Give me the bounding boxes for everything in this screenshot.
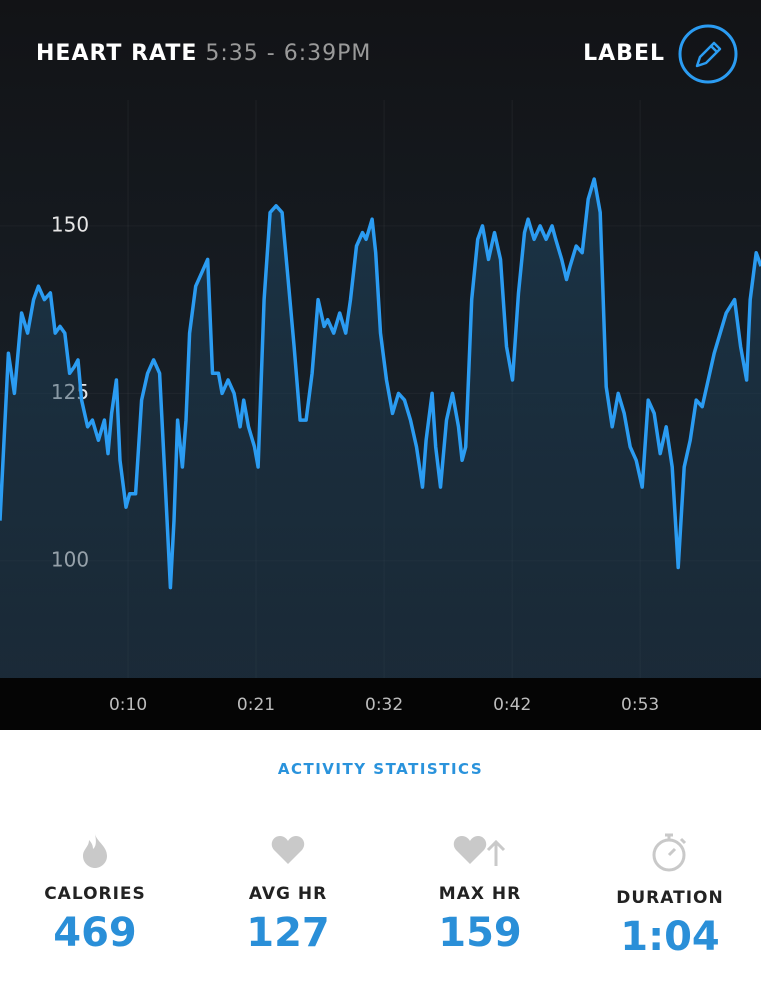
label-button[interactable] xyxy=(678,24,738,84)
heart-icon xyxy=(271,836,305,864)
stat-value: 1:04 xyxy=(620,914,720,960)
time-range: 5:35 - 6:39PM xyxy=(205,41,371,66)
stat-duration: DURATION 1:04 xyxy=(575,830,761,960)
x-tick-label: 0:10 xyxy=(109,695,147,715)
header: HEART RATE 5:35 - 6:39PM xyxy=(36,41,371,66)
heart-rate-chart: 0:100:210:320:420:53100125150 HEART RATE… xyxy=(0,0,761,730)
stopwatch-icon xyxy=(652,833,687,872)
y-tick-label: 150 xyxy=(51,212,89,236)
header-title: HEART RATE xyxy=(36,41,197,66)
stats-title: ACTIVITY STATISTICS xyxy=(277,760,484,778)
stat-value: 159 xyxy=(438,910,522,956)
stat-label: DURATION xyxy=(616,888,724,908)
x-tick-label: 0:32 xyxy=(365,695,403,715)
flame-icon xyxy=(83,834,107,868)
x-tick-label: 0:21 xyxy=(237,695,275,715)
stat-value: 469 xyxy=(53,910,137,956)
stat-label: AVG HR xyxy=(248,884,328,904)
stat-calories: CALORIES 469 xyxy=(0,830,190,956)
stat-value: 127 xyxy=(246,910,330,956)
area xyxy=(0,179,761,678)
heart-rate-line xyxy=(0,177,761,590)
stat-label: CALORIES xyxy=(44,884,146,904)
stat-max-hr: MAX HR 159 xyxy=(385,830,575,956)
statistics-panel: ACTIVITY STATISTICS CALORIES 469 AVG HR … xyxy=(0,730,761,996)
x-tick-label: 0:53 xyxy=(621,695,659,715)
stat-avg-hr: AVG HR 127 xyxy=(193,830,383,956)
heart-up-icon xyxy=(453,836,506,866)
x-axis-strip xyxy=(0,678,761,730)
stat-label: MAX HR xyxy=(438,884,522,904)
label-button-text[interactable]: LABEL xyxy=(583,41,665,66)
x-tick-label: 0:42 xyxy=(493,695,531,715)
